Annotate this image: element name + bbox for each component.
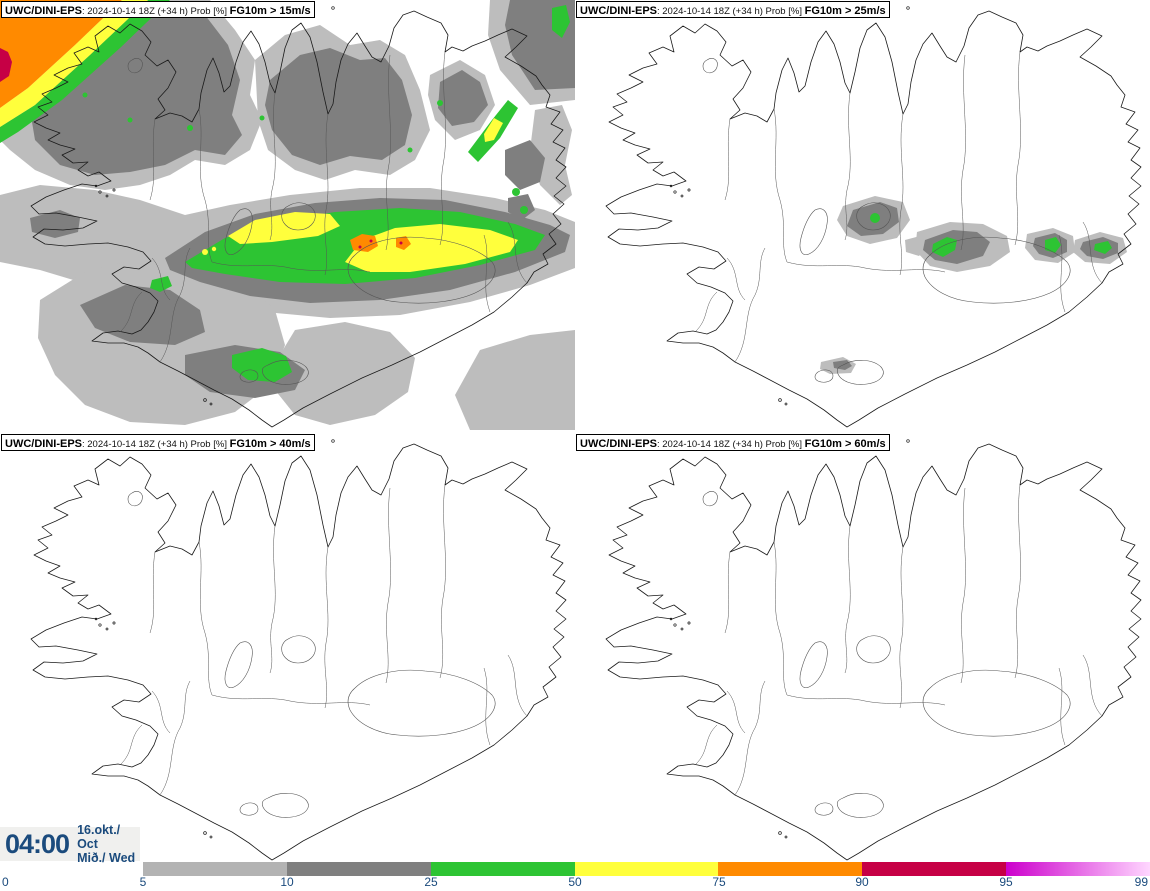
probability-colorbar (143, 862, 1150, 876)
colorbar-segment (143, 862, 287, 876)
colorbar-tick: 10 (280, 875, 294, 889)
colorbar-segment (718, 862, 863, 876)
prob-shading-green (870, 213, 1112, 257)
colorbar-tick: 75 (712, 875, 726, 889)
colorbar-tick: 0 (2, 875, 9, 889)
panel-fg10m-40ms: UWC/DINI-EPS: 2024-10-14 18Z (+34 h) Pro… (0, 433, 575, 863)
colorbar-tick: 90 (855, 875, 869, 889)
colorbar-labels: 0 5 10 25 50 75 90 95 99 (0, 875, 1150, 891)
valid-date-line1: 16.okt./ Oct (77, 823, 121, 851)
valid-date-line2: Mið./ Wed (77, 851, 136, 865)
panel-title-40ms: UWC/DINI-EPS: 2024-10-14 18Z (+34 h) Pro… (1, 434, 315, 451)
colorbar-tick: 25 (424, 875, 438, 889)
threshold-label: FG10m > 40m/s (229, 438, 311, 450)
colorbar-segment (862, 862, 1007, 876)
prob-shading-crimson (0, 48, 403, 249)
valid-time-box: 04:00 16.okt./ Oct Mið./ Wed (0, 823, 140, 865)
valid-date: 16.okt./ Oct Mið./ Wed (69, 823, 140, 865)
prob-shading-yellow (0, 0, 518, 272)
run-info: : 2024-10-14 18Z (+34 h) Prob [%] (657, 439, 805, 450)
colorbar-tick: 95 (999, 875, 1013, 889)
prob-shading-orange (0, 0, 411, 252)
map-svg-40ms (30, 439, 567, 861)
colorbar-segment (574, 862, 719, 876)
threshold-label: FG10m > 15m/s (229, 5, 311, 17)
model-label: UWC/DINI-EPS (580, 5, 657, 17)
map-svg-15ms (0, 0, 575, 430)
run-info: : 2024-10-14 18Z (+34 h) Prob [%] (657, 6, 805, 17)
colorbar-segment (430, 862, 575, 876)
threshold-label: FG10m > 25m/s (804, 5, 886, 17)
run-info: : 2024-10-14 18Z (+34 h) Prob [%] (82, 6, 230, 17)
model-label: UWC/DINI-EPS (5, 438, 82, 450)
panel-fg10m-60ms: UWC/DINI-EPS: 2024-10-14 18Z (+34 h) Pro… (575, 433, 1150, 863)
colorbar-tick: 50 (568, 875, 582, 889)
map-svg-60ms (605, 439, 1142, 861)
model-label: UWC/DINI-EPS (5, 5, 82, 17)
colorbar-tick: 5 (139, 875, 147, 889)
panel-title-15ms: UWC/DINI-EPS: 2024-10-14 18Z (+34 h) Pro… (1, 1, 315, 18)
map-svg-25ms (605, 6, 1142, 428)
panel-title-25ms: UWC/DINI-EPS: 2024-10-14 18Z (+34 h) Pro… (576, 1, 890, 18)
run-info: : 2024-10-14 18Z (+34 h) Prob [%] (82, 439, 230, 450)
valid-time: 04:00 (5, 828, 70, 859)
panel-title-60ms: UWC/DINI-EPS: 2024-10-14 18Z (+34 h) Pro… (576, 434, 890, 451)
threshold-label: FG10m > 60m/s (804, 438, 886, 450)
colorbar-segment (286, 862, 431, 876)
colorbar-segment (1006, 862, 1150, 876)
panel-fg10m-15ms: UWC/DINI-EPS: 2024-10-14 18Z (+34 h) Pro… (0, 0, 575, 430)
panel-fg10m-25ms: UWC/DINI-EPS: 2024-10-14 18Z (+34 h) Pro… (575, 0, 1150, 430)
colorbar-tick: 99 (1134, 875, 1148, 889)
model-label: UWC/DINI-EPS (580, 438, 657, 450)
